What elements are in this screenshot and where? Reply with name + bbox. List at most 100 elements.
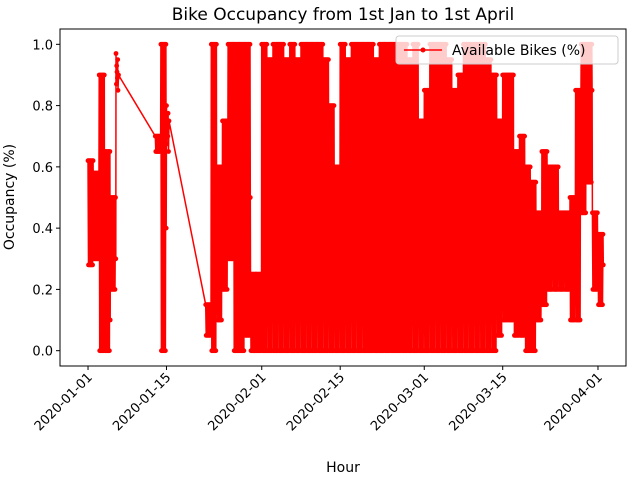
data-point	[472, 103, 477, 108]
data-point	[505, 195, 511, 200]
data-point	[416, 195, 421, 200]
data-point	[292, 103, 298, 108]
data-point	[421, 118, 427, 124]
data-point	[264, 41, 270, 47]
data-point	[114, 63, 120, 69]
data-point	[337, 164, 342, 170]
y-axis: 0.0 0.2 0.4 0.6 0.8 1.0	[32, 38, 60, 360]
x-tick-label: 2020-04-01	[542, 370, 606, 434]
data-point	[488, 225, 494, 231]
data-point	[578, 87, 583, 93]
data-point	[528, 256, 533, 262]
data-point	[561, 256, 567, 262]
data-point	[158, 146, 164, 151]
data-point	[164, 141, 170, 147]
x-tick-label: 2020-01-15	[110, 370, 174, 434]
data-point	[583, 210, 589, 216]
data-point	[258, 271, 264, 277]
y-tick-label: 0.2	[32, 283, 53, 298]
data-point	[494, 72, 499, 78]
data-point	[286, 57, 292, 62]
data-point	[281, 41, 286, 47]
x-axis: 2020-01-01 2020-01-15 2020-02-01 2020-02-15…	[32, 366, 606, 434]
data-point	[595, 210, 600, 216]
data-point	[477, 164, 483, 170]
data-point	[259, 317, 264, 323]
data-point	[90, 210, 96, 216]
data-point	[539, 271, 545, 277]
data-point	[600, 302, 605, 308]
data-point	[253, 287, 259, 292]
data-point	[208, 302, 214, 308]
data-point	[337, 256, 343, 262]
data-point	[114, 81, 119, 87]
data-point	[444, 103, 449, 108]
data-point	[511, 225, 516, 231]
data-point	[348, 195, 354, 200]
data-point	[393, 103, 399, 108]
data-point	[410, 225, 416, 231]
series-line	[87, 43, 605, 352]
data-point	[112, 287, 118, 292]
data-point	[483, 195, 488, 200]
data-point	[550, 256, 556, 262]
data-point	[454, 87, 460, 93]
x-tick-label: 2020-03-01	[368, 370, 432, 434]
legend-marker-swatch	[420, 47, 426, 53]
data-point	[165, 126, 170, 131]
data-point	[432, 133, 438, 139]
data-point	[165, 110, 171, 116]
data-point	[224, 287, 230, 292]
data-point	[320, 41, 326, 47]
data-point	[511, 72, 516, 78]
series-layer	[85, 41, 606, 354]
data-point	[331, 225, 337, 231]
data-point	[165, 133, 171, 139]
data-point	[493, 348, 499, 354]
legend-label: Available Bikes (%)	[452, 43, 586, 59]
data-point	[115, 57, 121, 62]
data-point	[516, 149, 522, 154]
data-point	[287, 256, 292, 262]
data-point	[595, 256, 601, 262]
data-point	[113, 256, 119, 262]
data-point	[309, 72, 315, 78]
data-point	[231, 72, 236, 78]
data-point	[219, 317, 224, 323]
data-point	[230, 256, 236, 262]
data-point	[298, 195, 304, 200]
data-point	[247, 333, 252, 338]
data-point	[527, 164, 533, 170]
data-point	[371, 195, 376, 200]
legend: Available Bikes (%)	[395, 35, 619, 65]
data-point	[270, 57, 275, 62]
data-point	[326, 195, 332, 200]
data-point	[555, 164, 561, 170]
data-point	[208, 317, 214, 323]
data-point	[281, 133, 287, 139]
data-point	[600, 262, 606, 268]
data-point	[556, 241, 561, 246]
data-point	[292, 41, 298, 47]
data-point	[500, 256, 505, 262]
data-point	[236, 287, 242, 292]
data-point	[163, 225, 169, 231]
data-point	[600, 231, 606, 237]
data-point	[157, 133, 163, 139]
data-point	[365, 164, 371, 170]
data-point	[499, 118, 505, 124]
data-point	[399, 195, 404, 200]
data-point	[113, 195, 118, 200]
data-point	[567, 210, 572, 216]
y-tick-label: 1.0	[32, 38, 53, 53]
data-point	[219, 164, 225, 170]
data-point	[510, 317, 516, 323]
data-point	[521, 333, 527, 338]
y-tick-label: 0.4	[32, 222, 53, 237]
data-point	[116, 72, 121, 78]
data-point	[438, 195, 444, 200]
data-point	[242, 103, 248, 108]
data-point	[584, 72, 589, 78]
data-point	[303, 225, 309, 231]
y-tick-label: 0.8	[32, 100, 53, 115]
